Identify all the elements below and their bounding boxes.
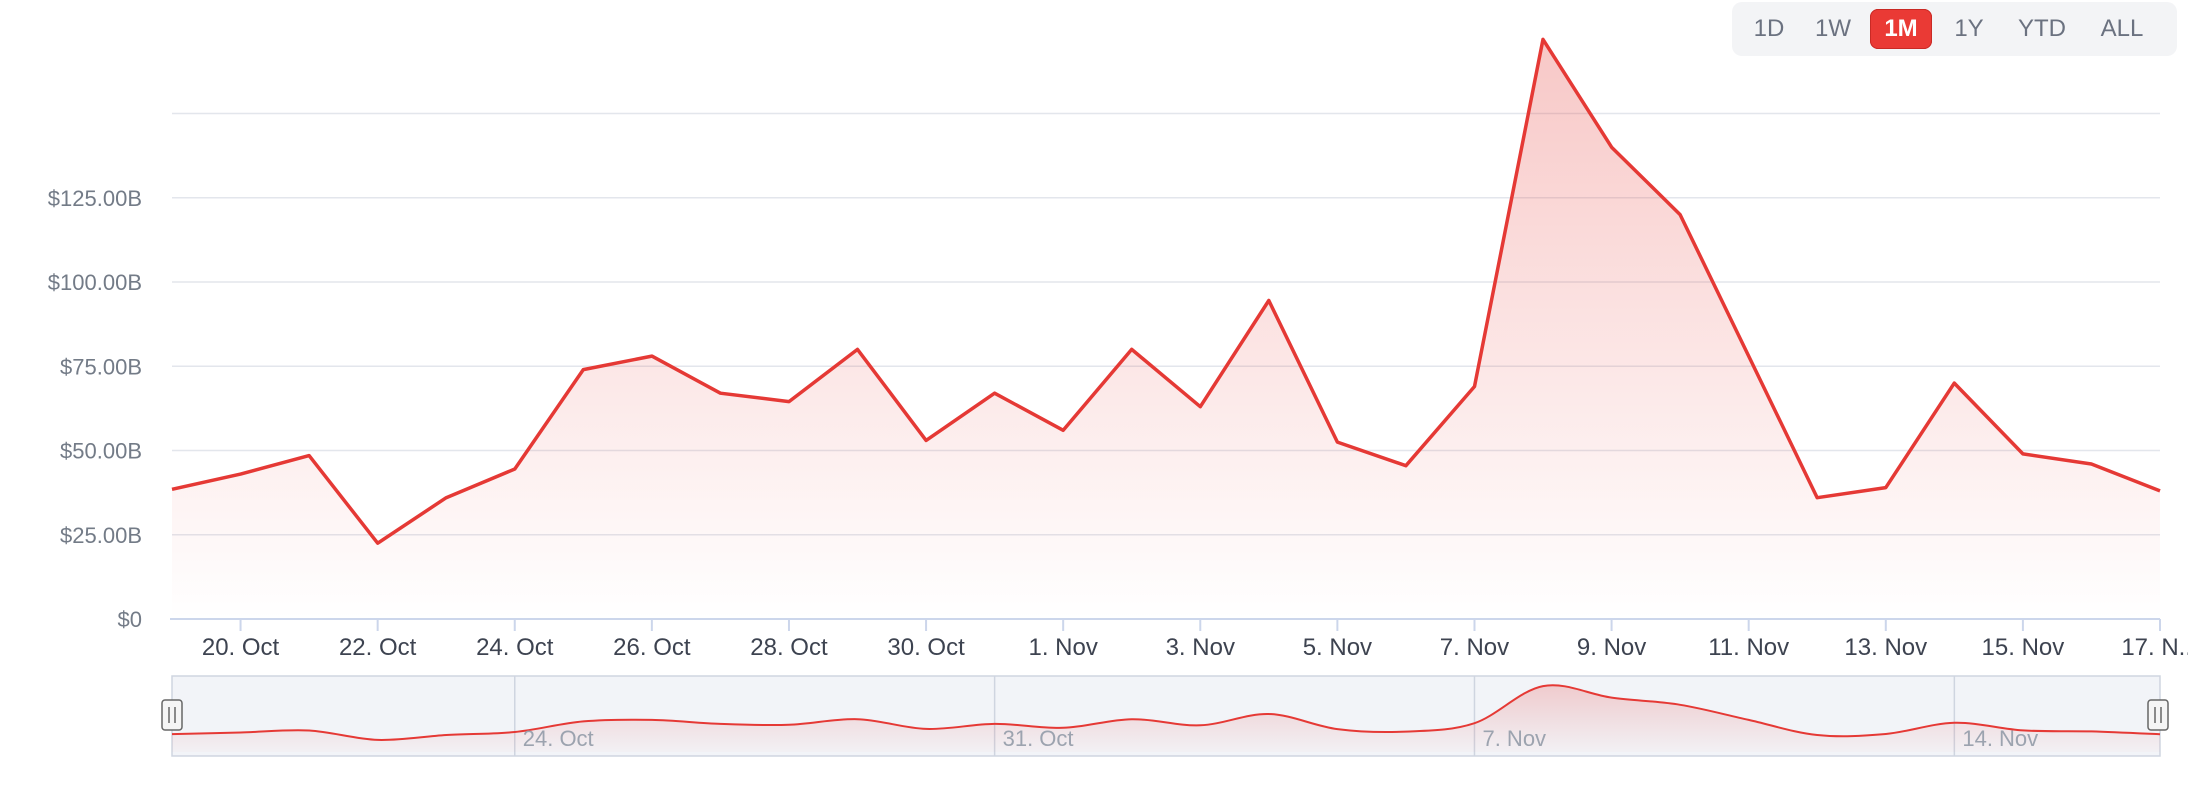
x-tick-label: 13. Nov [1844,634,1927,661]
range-button-all[interactable]: ALL [2100,15,2144,42]
x-tick-label: 22. Oct [339,634,417,661]
navigator-label: 31. Oct [1003,726,1074,751]
series-line [171,37,2161,545]
x-tick-label: 1. Nov [1028,634,1097,661]
y-tick-label: $25.00B [60,523,142,548]
x-tick-label: 24. Oct [476,634,554,661]
y-tick-label: $100.00B [48,270,142,295]
x-axis-ticks [239,619,2161,631]
x-tick-label: 20. Oct [202,634,280,661]
navigator-label: 7. Nov [1482,726,1546,751]
navigator-handle-right[interactable] [2147,699,2169,731]
navigator-labels: 24. Oct 31. Oct 7. Nov 14. Nov [523,726,2038,751]
y-tick-label: $75.00B [60,354,142,379]
y-tick-label: $0 [118,607,142,632]
y-axis-labels: $0 $25.00B $50.00B $75.00B $100.00B $125.00B [48,186,142,632]
range-button-ytd[interactable]: YTD [2018,15,2066,42]
x-tick-label: 17. N... [2121,634,2188,661]
x-axis-labels: 20. Oct 22. Oct 24. Oct 26. Oct 28. Oct 30. O… [202,634,2188,661]
x-tick-label: 15. Nov [1982,634,2065,661]
x-tick-label: 26. Oct [613,634,691,661]
x-tick-label: 30. Oct [887,634,965,661]
y-tick-label: $50.00B [60,439,142,464]
x-tick-label: 11. Nov [1708,634,1789,661]
range-button-1y[interactable]: 1Y [1954,15,1984,42]
x-tick-label: 3. Nov [1166,634,1235,661]
x-tick-label: 9. Nov [1577,634,1646,661]
x-tick-label: 5. Nov [1303,634,1372,661]
navigator-label: 24. Oct [523,726,594,751]
navigator-handle-left[interactable] [161,699,183,731]
x-tick-label: 7. Nov [1440,634,1509,661]
x-tick-label: 28. Oct [750,634,828,661]
y-tick-label: $125.00B [48,186,142,211]
navigator-line [171,684,2161,741]
navigator-area [172,685,2160,752]
series-area [172,39,2160,619]
range-button-1d[interactable]: 1D [1753,15,1785,42]
range-button-1w[interactable]: 1W [1815,15,1851,42]
navigator-label: 14. Nov [1962,726,2038,751]
range-selector: 1D 1W 1M 1Y YTD ALL [1732,2,2177,56]
range-button-1m[interactable]: 1M [1870,9,1932,49]
navigator[interactable]: 24. Oct 31. Oct 7. Nov 14. Nov [161,675,2169,757]
